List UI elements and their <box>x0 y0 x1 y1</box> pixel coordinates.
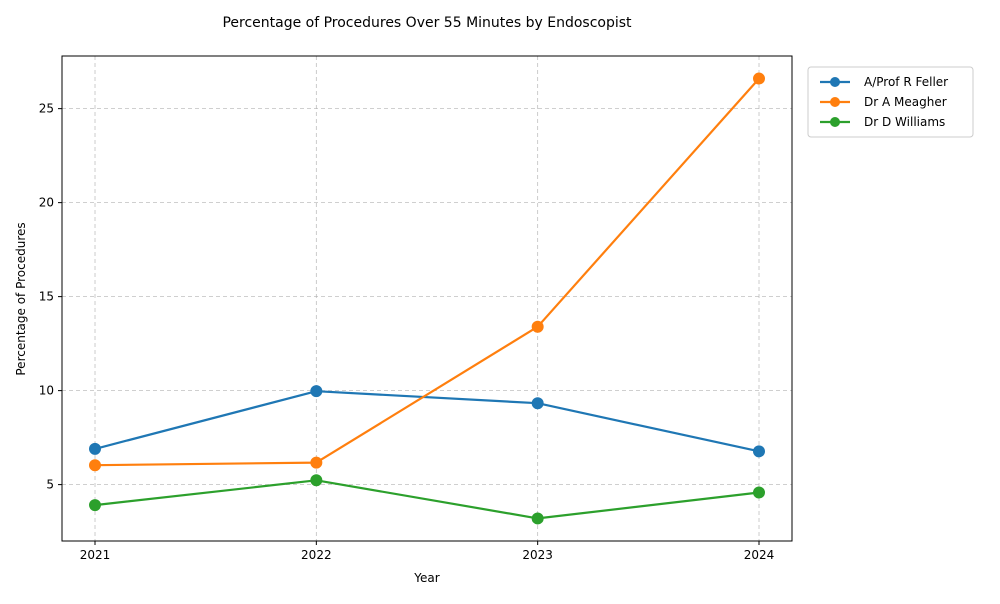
y-tick-label: 20 <box>39 196 54 210</box>
data-point <box>89 442 101 455</box>
grid-lines <box>62 56 792 541</box>
x-axis-ticks: 2021 2022 2023 2024 <box>80 541 775 562</box>
series-lines <box>89 72 765 525</box>
y-tick-label: 25 <box>39 102 54 116</box>
x-axis-label: Year <box>413 571 439 585</box>
legend-item: A/Prof R Feller <box>820 75 948 89</box>
data-point <box>531 512 544 525</box>
legend-frame <box>807 66 974 138</box>
y-tick-label: 10 <box>39 384 54 398</box>
plot-area-frame <box>61 55 793 542</box>
legend-item: Dr D Williams <box>820 115 945 129</box>
data-point <box>753 445 765 458</box>
x-tick-label: 2024 <box>744 548 775 562</box>
series-line <box>94 479 760 520</box>
x-tick-label: 2022 <box>301 548 332 562</box>
data-point <box>310 385 323 398</box>
series-dr-a-meagher <box>89 72 765 472</box>
data-point <box>310 456 323 469</box>
y-axis-ticks: 5 10 15 20 25 <box>39 102 62 492</box>
legend-swatch-marker <box>830 97 840 107</box>
legend-label: Dr D Williams <box>864 115 945 129</box>
x-tick-label: 2023 <box>522 548 553 562</box>
legend-swatch-marker <box>830 77 840 87</box>
x-tick-label: 2021 <box>80 548 111 562</box>
legend-swatch-marker <box>830 117 840 127</box>
series-line <box>94 390 760 453</box>
legend-label: A/Prof R Feller <box>864 75 948 89</box>
y-tick-label: 15 <box>39 290 54 304</box>
data-point <box>531 320 544 333</box>
y-axis-label: Percentage of Procedures <box>14 222 28 375</box>
data-point <box>310 474 323 487</box>
series-dr-d-williams <box>89 474 765 525</box>
data-point <box>89 499 101 512</box>
data-point <box>753 486 765 499</box>
series-a-prof-r-feller <box>89 385 765 458</box>
legend-label: Dr A Meagher <box>864 95 947 109</box>
data-point <box>531 397 544 410</box>
legend: A/Prof R Feller Dr A Meagher Dr D Williams <box>807 66 974 138</box>
data-point <box>89 459 101 472</box>
chart-title: Percentage of Procedures Over 55 Minutes… <box>222 15 632 31</box>
y-tick-label: 5 <box>46 478 54 492</box>
data-point <box>753 72 765 85</box>
series-line <box>94 77 760 467</box>
legend-item: Dr A Meagher <box>820 95 947 109</box>
